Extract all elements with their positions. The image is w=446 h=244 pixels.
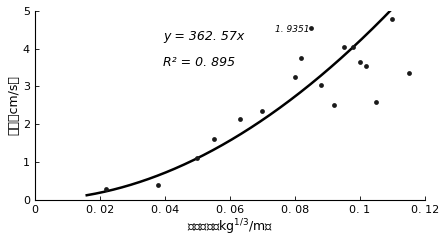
Point: [298, 56, 305, 60]
Y-axis label: 速度（cm/s）: 速度（cm/s）: [7, 75, 20, 135]
Point: [103, 187, 110, 191]
Point: [363, 64, 370, 68]
Point: [259, 109, 266, 113]
Point: [350, 45, 357, 49]
Text: R² = 0. 895: R² = 0. 895: [164, 56, 235, 69]
Point: [317, 83, 324, 87]
Point: [389, 17, 396, 21]
X-axis label: 比例药量（kg$^{1/3}$/m）: 比例药量（kg$^{1/3}$/m）: [187, 217, 273, 237]
Point: [372, 100, 380, 103]
Text: y = 362. 57x: y = 362. 57x: [164, 30, 245, 43]
Point: [356, 60, 363, 64]
Point: [155, 183, 162, 187]
Point: [236, 117, 243, 121]
Point: [405, 71, 412, 75]
Text: 1. 9351: 1. 9351: [275, 25, 309, 34]
Point: [194, 156, 201, 160]
Point: [308, 26, 315, 30]
Point: [330, 103, 338, 107]
Point: [210, 137, 217, 141]
Point: [291, 75, 298, 79]
Point: [340, 45, 347, 49]
